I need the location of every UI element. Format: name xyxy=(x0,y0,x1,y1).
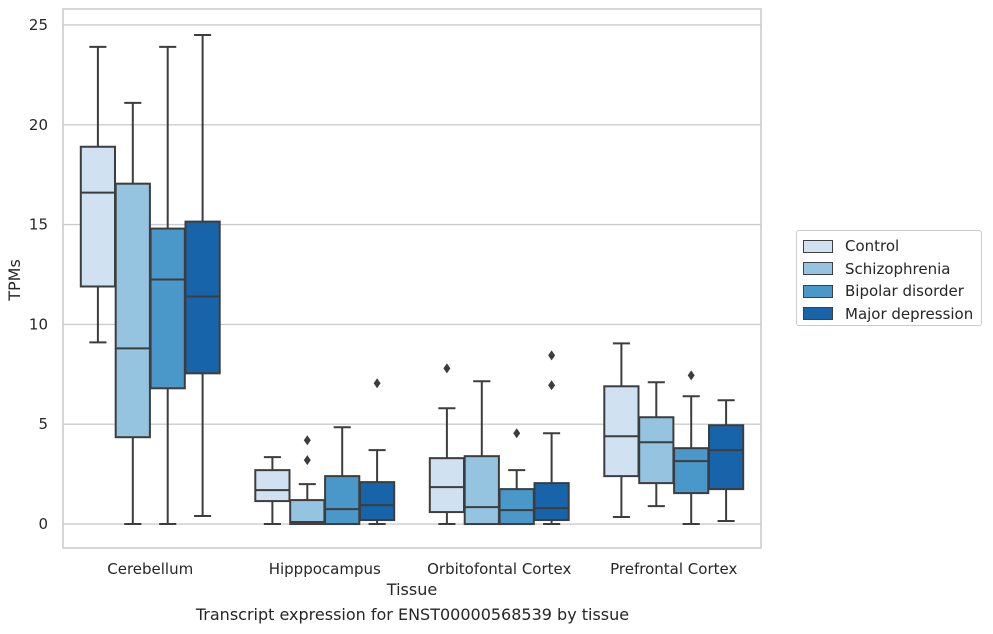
x-tick-label: Orbitofontal Cortex xyxy=(427,560,571,578)
outlier-point xyxy=(687,370,695,381)
legend-item-schizophrenia: Schizophrenia xyxy=(803,258,981,281)
box-1-3 xyxy=(358,378,396,526)
box-body xyxy=(638,416,675,485)
box-body xyxy=(289,499,326,526)
box-3-3 xyxy=(707,399,745,523)
outlier-point xyxy=(443,363,451,374)
box-1-1 xyxy=(289,435,326,526)
legend-item-major-depression: Major depression xyxy=(803,303,981,326)
box-body xyxy=(114,182,151,439)
legend-swatch-bipolar-disorder xyxy=(803,284,833,298)
box-body xyxy=(254,469,291,503)
y-tick-label: 0 xyxy=(38,515,48,533)
chart-caption: Transcript expression for ENST0000056853… xyxy=(195,605,630,624)
box-body xyxy=(707,424,745,491)
legend-item-bipolar-disorder: Bipolar disorder xyxy=(803,280,981,303)
box-2-0 xyxy=(428,363,466,526)
box-body xyxy=(463,455,500,526)
box-0-3 xyxy=(184,33,221,518)
legend-label-schizophrenia: Schizophrenia xyxy=(845,259,951,278)
x-tick-label: Prefrontal Cortex xyxy=(610,560,737,578)
legend-swatch-control xyxy=(803,239,833,253)
box-3-1 xyxy=(638,381,675,508)
box-2-3 xyxy=(533,350,570,526)
box-body xyxy=(428,457,466,514)
box-0-1 xyxy=(114,101,151,526)
y-axis-label: TPMs xyxy=(5,259,24,302)
box-body xyxy=(533,482,570,522)
legend-swatch-major-depression xyxy=(803,307,833,321)
box-0-0 xyxy=(79,45,117,344)
x-tick-label: Cerebellum xyxy=(107,560,193,578)
legend-swatch-schizophrenia xyxy=(803,262,833,276)
box-body xyxy=(149,227,186,390)
y-tick-label: 15 xyxy=(29,216,48,234)
box-3-2 xyxy=(673,370,710,526)
box-body xyxy=(498,488,535,526)
x-tick-labels: Cerebellum Hipppocampus Orbitofontal Corte… xyxy=(107,560,737,578)
box-body xyxy=(603,385,640,478)
outlier-point xyxy=(303,435,311,446)
box-plot-series xyxy=(79,33,745,526)
box-2-1 xyxy=(463,380,500,526)
chart-legend: Control Schizophrenia Bipolar disorder M… xyxy=(796,230,982,326)
box-body xyxy=(79,145,117,288)
y-tick-label: 25 xyxy=(29,16,48,34)
box-1-0 xyxy=(254,456,291,526)
outlier-point xyxy=(373,378,381,389)
plot-frame xyxy=(62,8,762,549)
y-tick-label: 5 xyxy=(38,415,48,433)
legend-label-bipolar-disorder: Bipolar disorder xyxy=(845,282,964,301)
box-3-0 xyxy=(603,342,640,519)
box-body xyxy=(324,475,361,526)
x-tick-label: Hipppocampus xyxy=(269,560,381,578)
x-axis-label: Tissue xyxy=(386,580,437,599)
legend-label-control: Control xyxy=(845,237,900,256)
box-1-2 xyxy=(324,426,361,526)
outlier-point xyxy=(548,380,556,391)
box-body xyxy=(358,481,396,522)
y-tick-label: 20 xyxy=(29,116,48,134)
box-body xyxy=(673,447,710,495)
box-2-2 xyxy=(498,428,535,526)
box-0-2 xyxy=(149,45,186,526)
outlier-point xyxy=(303,455,311,466)
outlier-point xyxy=(548,350,556,361)
legend-label-major-depression: Major depression xyxy=(845,304,974,323)
y-tick-label: 10 xyxy=(29,315,48,333)
legend-item-control: Control xyxy=(803,235,981,258)
outlier-point xyxy=(513,428,521,439)
y-tick-labels: 0 5 10 15 20 25 xyxy=(29,16,48,533)
